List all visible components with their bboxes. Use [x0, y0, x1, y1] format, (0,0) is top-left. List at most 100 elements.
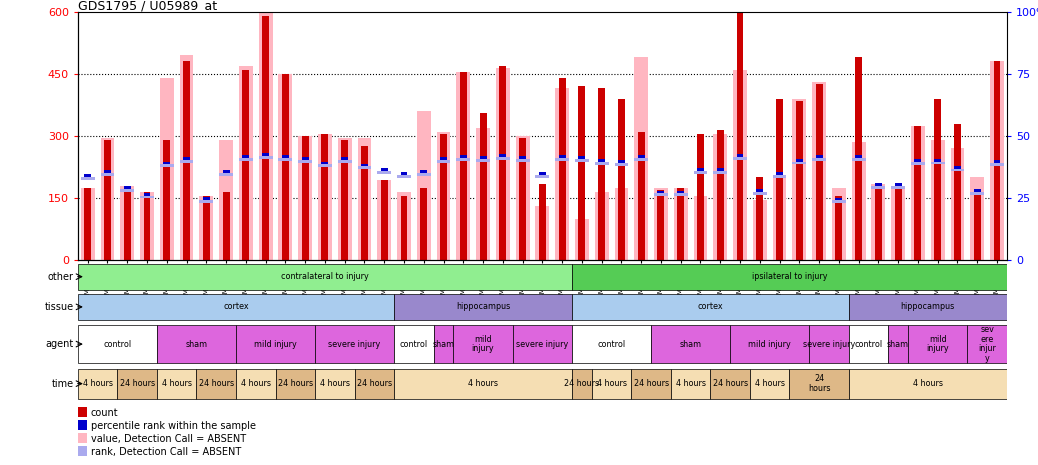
- Text: cortex: cortex: [223, 302, 249, 312]
- FancyBboxPatch shape: [671, 369, 710, 399]
- Bar: [657, 191, 664, 193]
- Bar: [278, 74, 293, 260]
- Text: mild injury: mild injury: [748, 339, 791, 349]
- Bar: [974, 189, 981, 192]
- Bar: [342, 140, 348, 260]
- Text: GDS1795 / U05989_at: GDS1795 / U05989_at: [78, 0, 217, 12]
- Bar: [222, 192, 229, 260]
- Bar: [476, 128, 490, 260]
- FancyBboxPatch shape: [967, 325, 1007, 363]
- Bar: [757, 178, 763, 260]
- Bar: [713, 171, 728, 173]
- Bar: [654, 188, 667, 260]
- Bar: [516, 159, 529, 162]
- Bar: [417, 111, 431, 260]
- Bar: [78, 407, 87, 418]
- Bar: [578, 156, 585, 159]
- Bar: [618, 99, 625, 260]
- FancyBboxPatch shape: [790, 369, 849, 399]
- Bar: [753, 200, 767, 260]
- FancyBboxPatch shape: [849, 369, 1007, 399]
- Text: severe injury: severe injury: [802, 339, 855, 349]
- Text: value, Detection Call = ABSENT: value, Detection Call = ABSENT: [90, 433, 246, 444]
- Bar: [836, 198, 842, 200]
- Bar: [440, 134, 447, 260]
- Bar: [733, 70, 747, 260]
- Bar: [318, 134, 332, 260]
- Bar: [401, 196, 408, 260]
- Bar: [892, 186, 905, 260]
- Text: 24
hours: 24 hours: [808, 374, 830, 393]
- Bar: [258, 12, 273, 260]
- Bar: [437, 160, 450, 163]
- Text: 4 hours: 4 hours: [320, 379, 350, 388]
- Bar: [911, 162, 925, 165]
- Bar: [342, 157, 348, 160]
- Bar: [163, 161, 170, 165]
- Bar: [693, 171, 708, 173]
- Bar: [401, 172, 408, 175]
- Bar: [104, 170, 111, 173]
- Bar: [855, 155, 863, 158]
- FancyBboxPatch shape: [394, 369, 572, 399]
- Bar: [836, 196, 842, 260]
- FancyBboxPatch shape: [196, 369, 236, 399]
- Text: mild
injury: mild injury: [471, 335, 494, 353]
- Bar: [772, 175, 787, 178]
- FancyBboxPatch shape: [651, 325, 730, 363]
- Bar: [476, 159, 490, 162]
- Bar: [634, 57, 648, 260]
- Text: hippocampus: hippocampus: [901, 302, 955, 312]
- Text: percentile rank within the sample: percentile rank within the sample: [90, 421, 255, 431]
- Text: 24 hours: 24 hours: [633, 379, 668, 388]
- Bar: [677, 191, 684, 193]
- Bar: [140, 192, 154, 260]
- FancyBboxPatch shape: [908, 325, 967, 363]
- FancyBboxPatch shape: [434, 325, 454, 363]
- Bar: [677, 188, 684, 260]
- Bar: [954, 166, 961, 168]
- Bar: [698, 134, 704, 260]
- FancyBboxPatch shape: [572, 325, 651, 363]
- Bar: [457, 158, 470, 161]
- Bar: [698, 168, 704, 171]
- Bar: [437, 132, 450, 260]
- Bar: [322, 161, 328, 165]
- Bar: [852, 158, 866, 161]
- Bar: [971, 178, 984, 260]
- Text: ipsilateral to injury: ipsilateral to injury: [752, 272, 827, 281]
- Text: sham: sham: [186, 339, 208, 349]
- Bar: [971, 192, 984, 195]
- Text: sham: sham: [887, 339, 909, 349]
- FancyBboxPatch shape: [394, 325, 434, 363]
- FancyBboxPatch shape: [394, 294, 572, 320]
- Bar: [417, 173, 431, 176]
- Bar: [322, 134, 328, 260]
- Bar: [575, 159, 589, 162]
- Bar: [737, 154, 743, 157]
- Text: 24 hours: 24 hours: [712, 379, 747, 388]
- Text: mild injury: mild injury: [254, 339, 297, 349]
- Bar: [84, 174, 91, 177]
- Bar: [519, 138, 526, 260]
- Bar: [792, 161, 807, 165]
- Bar: [753, 192, 767, 195]
- Bar: [263, 16, 269, 260]
- Text: time: time: [52, 379, 74, 389]
- FancyBboxPatch shape: [236, 369, 275, 399]
- Bar: [931, 161, 945, 165]
- Bar: [84, 188, 91, 260]
- Bar: [674, 193, 687, 196]
- Bar: [737, 12, 743, 260]
- Bar: [516, 136, 529, 260]
- Bar: [892, 186, 905, 189]
- FancyBboxPatch shape: [513, 325, 572, 363]
- Bar: [361, 164, 367, 166]
- Text: control: control: [400, 339, 428, 349]
- Bar: [872, 186, 885, 189]
- Text: other: other: [48, 272, 74, 282]
- FancyBboxPatch shape: [749, 369, 790, 399]
- Bar: [120, 186, 134, 260]
- Bar: [457, 72, 470, 260]
- Bar: [634, 158, 648, 161]
